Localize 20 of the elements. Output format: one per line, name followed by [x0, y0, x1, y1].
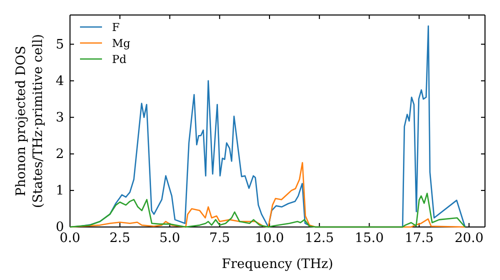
x-tick-label: 2.5 [110, 231, 130, 246]
y-tick-label: 4 [56, 74, 64, 89]
y-tick-label: 1 [56, 184, 64, 199]
x-tick-label: 5.0 [159, 231, 180, 246]
x-tick-label: 10.0 [255, 231, 284, 246]
line-series [69, 192, 466, 228]
x-tick-label: 0.0 [60, 231, 80, 246]
x-tick-label: 17.5 [404, 231, 434, 246]
x-tick-label: 7.5 [209, 231, 230, 246]
legend-label: Mg [112, 37, 130, 50]
legend-label: Pd [112, 53, 126, 66]
x-tick-label: 12.5 [304, 231, 334, 246]
y-axis-title: Phonon projected DOS (States/THz·primitive cell) [14, 34, 46, 208]
y-tick-label: 3 [56, 110, 64, 126]
x-tick-label: 20.0 [454, 231, 484, 246]
x-tick-label: 15.0 [354, 231, 384, 246]
y-tick-label: 2 [56, 147, 64, 162]
y-tick-label: 5 [56, 37, 64, 52]
x-axis-title: Frequency (THz) [222, 257, 334, 272]
legend-label: F [112, 21, 120, 34]
